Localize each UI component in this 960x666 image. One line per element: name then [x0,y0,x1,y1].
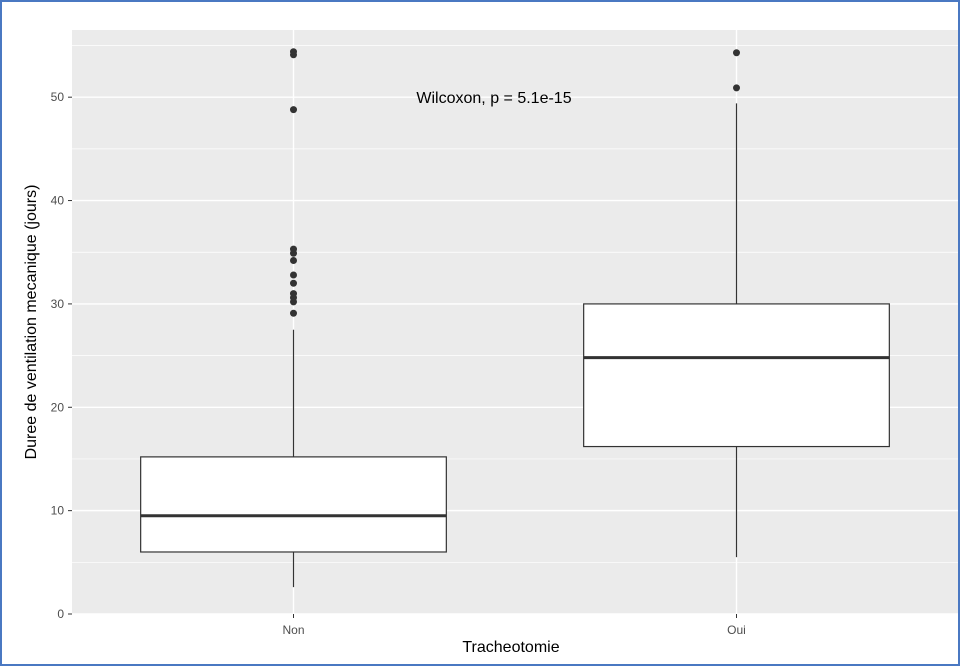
x-axis-title: Tracheotomie [462,639,559,656]
box [583,303,890,448]
y-tick-label: 30 [51,297,65,311]
outlier-point [290,290,297,298]
y-tick-label: 10 [51,504,65,518]
axes: 0 10 20 30 40 50 Non Oui [51,90,746,637]
y-tick-label: 50 [51,90,65,104]
x-tick-label: Oui [727,623,746,637]
boxes [140,48,890,588]
outlier-point [290,309,297,317]
outlier-point [290,271,297,279]
outlier-point [733,84,740,92]
box [140,456,447,553]
outlier-point [290,279,297,287]
outlier-point [290,48,297,56]
y-tick-label: 0 [57,607,64,621]
x-tick-label: Non [282,623,304,637]
outlier-point [290,256,297,264]
y-tick-label: 40 [51,194,65,208]
y-axis-title: Duree de ventilation mecanique (jours) [23,185,40,460]
y-tick-label: 20 [51,400,65,414]
outlier-point [733,49,740,57]
outlier-point [290,106,297,114]
outlier-point [290,245,297,253]
wilcoxon-annotation: Wilcoxon, p = 5.1e-15 [416,90,571,107]
